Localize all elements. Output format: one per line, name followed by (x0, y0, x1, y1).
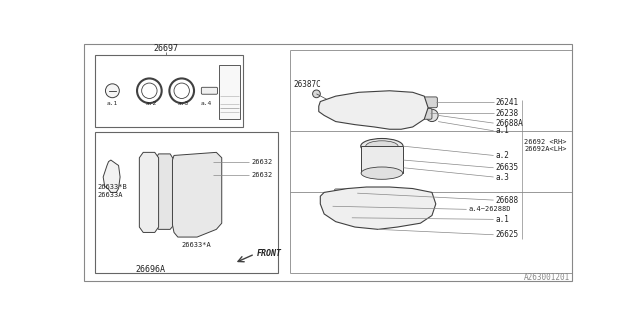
Circle shape (205, 158, 212, 165)
Circle shape (406, 203, 419, 215)
Text: 26387C: 26387C (293, 80, 321, 89)
Text: a.2: a.2 (145, 100, 157, 106)
Text: 26633*B: 26633*B (97, 184, 127, 190)
Ellipse shape (361, 139, 403, 154)
Circle shape (342, 213, 352, 222)
Polygon shape (103, 160, 120, 192)
FancyBboxPatch shape (335, 189, 358, 197)
Polygon shape (140, 152, 159, 232)
Polygon shape (155, 154, 174, 229)
Polygon shape (319, 91, 428, 129)
Text: 26633*A: 26633*A (182, 242, 211, 248)
Circle shape (426, 109, 438, 122)
Text: 26632: 26632 (251, 172, 272, 179)
Text: a.3: a.3 (178, 100, 189, 106)
Ellipse shape (361, 167, 403, 179)
Text: 26635: 26635 (495, 163, 518, 172)
Text: 26697: 26697 (154, 44, 179, 53)
Circle shape (106, 84, 119, 98)
FancyBboxPatch shape (202, 87, 218, 94)
Bar (95, 55, 243, 127)
Text: a.2: a.2 (495, 151, 509, 160)
Text: 26238: 26238 (495, 108, 518, 117)
Circle shape (323, 202, 333, 211)
Text: 26632: 26632 (251, 159, 272, 164)
Ellipse shape (359, 98, 405, 121)
Text: 26696A: 26696A (136, 265, 166, 274)
Text: a.4: a.4 (200, 100, 211, 106)
Circle shape (205, 172, 212, 179)
Text: a.4~26288D: a.4~26288D (468, 206, 511, 212)
Text: 26241: 26241 (495, 98, 518, 107)
Text: 26692 <RH>: 26692 <RH> (524, 139, 567, 145)
Text: A263001201: A263001201 (524, 273, 570, 282)
Text: a.3: a.3 (495, 172, 509, 181)
Text: 26688: 26688 (495, 196, 518, 204)
Ellipse shape (365, 101, 399, 118)
Text: 26625: 26625 (495, 230, 518, 239)
Circle shape (345, 203, 357, 215)
FancyBboxPatch shape (411, 97, 437, 108)
FancyBboxPatch shape (407, 108, 432, 119)
Polygon shape (320, 187, 436, 229)
Text: a.1: a.1 (106, 100, 118, 106)
Text: a.1: a.1 (495, 215, 509, 224)
Bar (361, 146, 403, 173)
Text: FRONT: FRONT (257, 250, 282, 259)
Polygon shape (172, 152, 221, 237)
Text: 26692A<LH>: 26692A<LH> (524, 146, 567, 151)
Bar (95, 132, 278, 273)
Text: 26688A: 26688A (495, 119, 523, 128)
Bar (219, 65, 240, 119)
Circle shape (312, 90, 320, 98)
Ellipse shape (365, 141, 398, 152)
Text: a.1: a.1 (495, 126, 509, 135)
Text: 26633A: 26633A (97, 192, 122, 198)
